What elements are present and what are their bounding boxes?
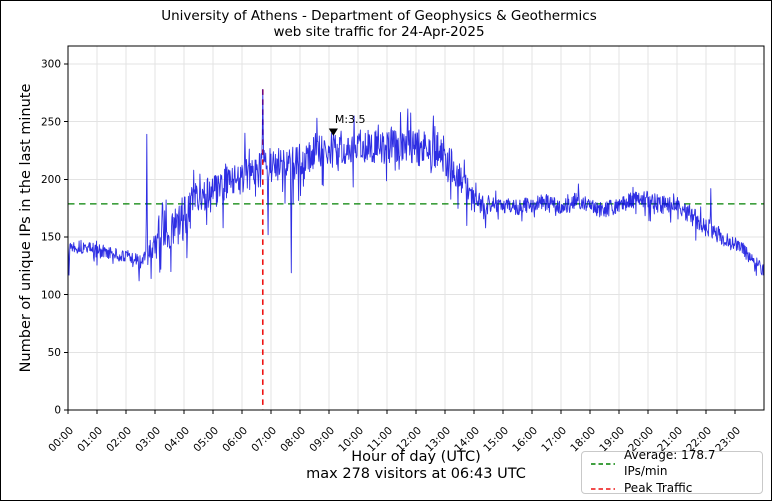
earthquake-annotation: M:3.5: [335, 113, 366, 126]
x-axis-label: Hour of day (UTC): [351, 449, 481, 465]
legend-label-average: Average: 178.7 IPs/min: [624, 448, 716, 478]
legend-label-peak: Peak Traffic: [624, 481, 693, 496]
chart-title-line1: University of Athens - Department of Geo…: [161, 8, 597, 24]
y-tick-label: 250: [41, 116, 61, 128]
grid-lines: [68, 46, 764, 410]
axis-ticks: [64, 63, 736, 414]
chart-title: University of Athens - Department of Geo…: [1, 8, 757, 40]
y-tick-label: 100: [41, 289, 61, 301]
average-line-swatch-icon: [591, 463, 615, 465]
max-visitors-note: max 278 visitors at 06:43 UTC: [306, 466, 526, 482]
legend: Average: 178.7 IPs/min Peak Traffic: [581, 448, 763, 497]
y-tick-label: 50: [48, 347, 61, 359]
legend-row-average: Average: 178.7 IPs/min: [590, 448, 762, 479]
y-tick-label: 200: [41, 174, 61, 186]
earthquake-marker-icon: [328, 128, 338, 136]
y-tick-label: 300: [41, 59, 61, 71]
traffic-series-line: [67, 88, 764, 282]
y-tick-label: 150: [41, 232, 61, 244]
peak-line-swatch-icon: [591, 488, 615, 490]
chart-title-line2: web site traffic for 24-Apr-2025: [273, 24, 485, 41]
y-tick-label: 0: [54, 405, 61, 417]
legend-row-peak: Peak Traffic: [590, 481, 762, 497]
